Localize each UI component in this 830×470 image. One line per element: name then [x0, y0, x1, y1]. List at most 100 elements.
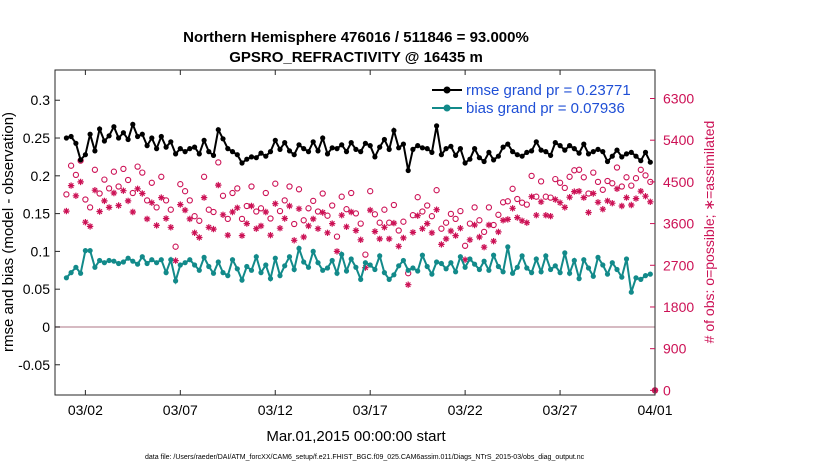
- rmse-point: [604, 158, 611, 165]
- assimilated-point: [234, 204, 241, 211]
- y2-tick-label: 0: [663, 382, 671, 398]
- x-tick-label: 03/22: [448, 402, 483, 418]
- rmse-point: [296, 142, 302, 148]
- rmse-point: [429, 149, 435, 155]
- bias-point: [619, 274, 625, 280]
- rmse-point: [263, 153, 269, 159]
- possible-point: [82, 196, 89, 203]
- bias-point: [362, 260, 368, 266]
- assimilated-point: [257, 222, 265, 230]
- bias-point: [111, 258, 117, 264]
- bias-point: [367, 262, 373, 268]
- assimilated-point: [267, 232, 274, 239]
- bias-point: [116, 260, 122, 267]
- series-bias: [63, 244, 653, 295]
- possible-point: [442, 219, 450, 226]
- possible-point: [291, 220, 298, 228]
- bias-point: [467, 256, 473, 262]
- bias-point: [220, 270, 226, 276]
- rmse-point: [111, 124, 117, 130]
- assimilated-point: [310, 215, 317, 223]
- bias-point: [472, 261, 478, 267]
- possible-point: [371, 211, 379, 218]
- assimilated-point: [291, 237, 298, 244]
- bias-point: [571, 257, 577, 264]
- possible-point: [419, 208, 426, 215]
- bias-point: [400, 257, 406, 264]
- bias-point: [481, 258, 487, 264]
- possible-point: [210, 208, 217, 216]
- rmse-point: [638, 158, 644, 164]
- bias-point: [177, 262, 183, 268]
- possible-point: [319, 190, 326, 197]
- bias-point: [149, 257, 155, 263]
- bias-point: [267, 276, 274, 282]
- x-tick-label: 04/01: [637, 402, 672, 418]
- rmse-point: [381, 136, 387, 143]
- rmse-point: [543, 149, 549, 155]
- assimilated-point: [86, 223, 94, 230]
- possible-point: [471, 204, 478, 211]
- assimilated-point: [376, 235, 383, 243]
- bias-point: [225, 273, 231, 279]
- assimilated-point: [480, 244, 488, 251]
- chart-subtitle: GPSRO_REFRACTIVITY @ 16435 m: [229, 49, 483, 66]
- bias-point: [182, 260, 188, 266]
- rmse-point: [253, 155, 259, 161]
- bias-point: [154, 260, 160, 266]
- rmse-point: [220, 136, 226, 142]
- y-tick-label: 0.1: [31, 243, 51, 259]
- possible-point: [153, 204, 160, 211]
- bias-point: [348, 256, 354, 262]
- assimilated-point: [367, 206, 374, 214]
- bias-point: [623, 256, 630, 262]
- rmse-point: [581, 141, 587, 147]
- rmse-point: [448, 143, 454, 149]
- possible-point: [381, 206, 388, 213]
- rmse-point: [400, 141, 406, 147]
- bias-point: [87, 248, 93, 254]
- bias-point: [429, 271, 435, 277]
- y-tick-label: 0.3: [31, 92, 51, 108]
- rmse-point: [505, 141, 511, 147]
- bias-point: [614, 266, 620, 273]
- rmse-point: [386, 146, 392, 152]
- axes: -0.05 0 0.05 0.1 0.15 0.2 0.25 0.3 0 900 1800 2700 3…: [18, 70, 694, 418]
- bias-point: [135, 261, 141, 267]
- rmse-point: [101, 138, 107, 144]
- bias-point: [277, 273, 283, 279]
- bias-point: [405, 267, 411, 273]
- assimilated-point: [628, 201, 635, 209]
- possible-point: [158, 173, 165, 180]
- assimilated-point: [215, 181, 222, 189]
- assimilated-point: [229, 208, 236, 216]
- rmse-point: [225, 146, 231, 152]
- assimilated-point: [585, 209, 592, 216]
- assimilated-point: [504, 216, 511, 223]
- rmse-point: [419, 145, 425, 151]
- rmse-point: [491, 157, 497, 163]
- possible-point: [86, 204, 94, 211]
- rmse-point: [391, 127, 397, 134]
- possible-point: [91, 166, 99, 173]
- bias-point: [453, 269, 459, 275]
- possible-point: [134, 163, 141, 170]
- bias-point: [234, 266, 240, 272]
- bias-point: [68, 270, 74, 276]
- rmse-point: [633, 153, 639, 159]
- bias-point: [524, 265, 530, 271]
- bias-point: [329, 257, 335, 264]
- bias-point: [581, 257, 587, 263]
- possible-point: [305, 205, 312, 212]
- rmse-point: [282, 140, 288, 146]
- rmse-point: [647, 159, 653, 165]
- rmse-point: [149, 135, 155, 141]
- possible-point: [590, 169, 597, 176]
- bias-point: [192, 262, 198, 268]
- possible-point: [400, 218, 407, 225]
- possible-point: [314, 208, 322, 215]
- bias-point: [206, 263, 212, 270]
- possible-point: [495, 211, 502, 218]
- assimilated-point: [414, 212, 421, 219]
- assimilated-point: [167, 224, 174, 231]
